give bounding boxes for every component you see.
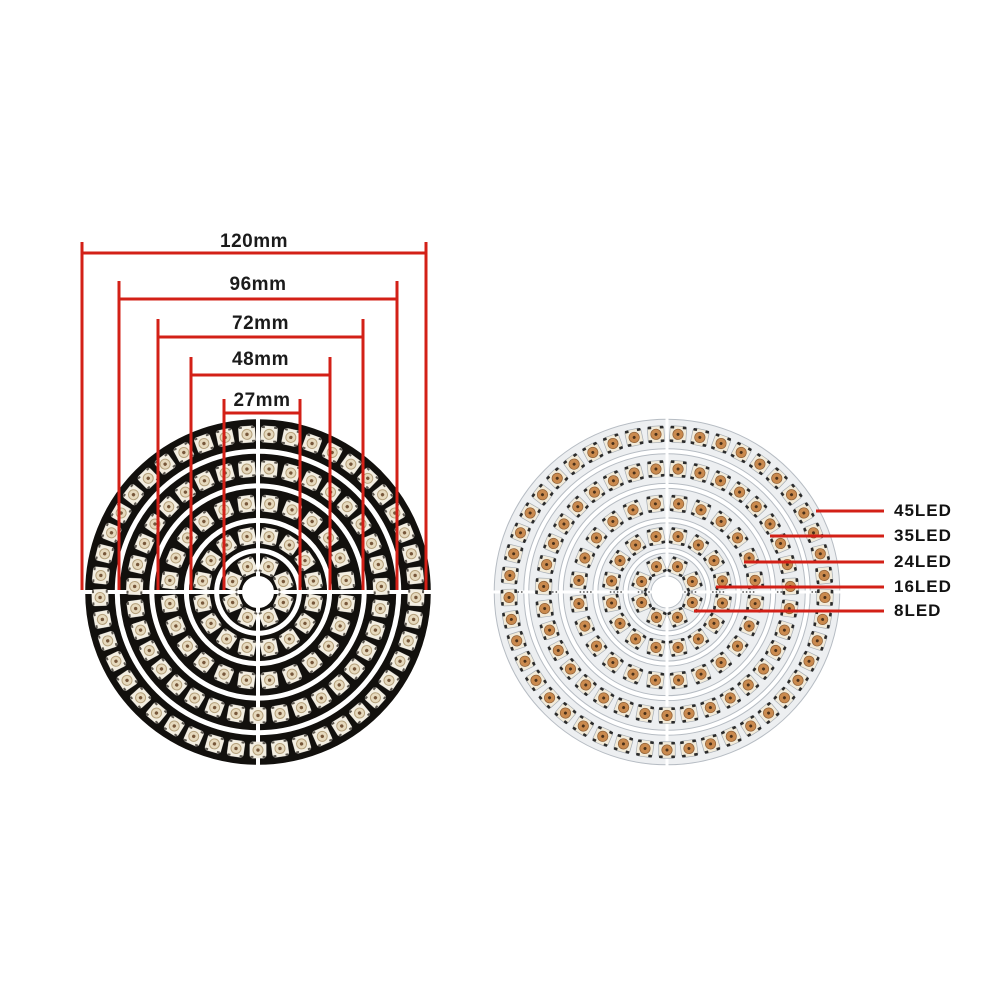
ring-count-label-8led: 8LED — [894, 601, 942, 620]
dimension-label-48mm: 48mm — [232, 349, 289, 370]
ring-count-label-24led: 24LED — [894, 552, 952, 571]
dimension-label-72mm: 72mm — [232, 313, 289, 334]
dimension-label-27mm: 27mm — [233, 390, 291, 411]
led-count-leader-lines — [694, 509, 884, 613]
dimension-label-96mm: 96mm — [229, 274, 287, 295]
ring-count-label-45led: 45LED — [894, 501, 952, 520]
white-pcb-led-ring-module — [492, 417, 842, 767]
dimension-annotations — [80, 242, 428, 590]
ring-count-label-35led: 35LED — [894, 526, 952, 545]
ring-count-label-16led: 16LED — [894, 577, 952, 596]
dimension-label-120mm: 120mm — [220, 231, 288, 252]
black-pcb-led-ring-module — [83, 417, 433, 767]
